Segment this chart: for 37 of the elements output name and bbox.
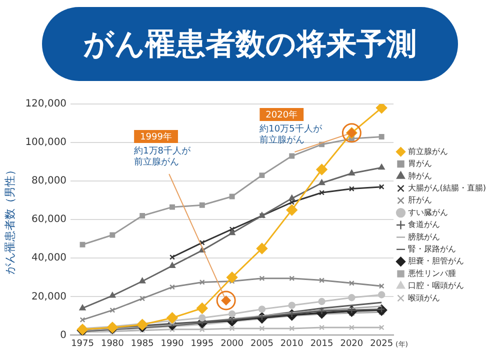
x-tick-label: 2025 — [370, 338, 394, 349]
x-tick-label: 2000 — [220, 338, 244, 349]
x-tick-label: 2010 — [280, 338, 304, 349]
x-tick-label: 1990 — [160, 338, 184, 349]
y-tick-label: 40,000 — [32, 252, 67, 264]
legend-label: 食道がん — [408, 220, 440, 230]
legend-label: 口腔・咽頭がん — [408, 281, 464, 290]
x-tick-label: 1980 — [100, 338, 124, 349]
x-tick-label: 2015 — [310, 338, 334, 349]
y-tick-label: 120,000 — [25, 98, 67, 110]
annotation: 約1万8千人が前立腺がん — [134, 145, 192, 168]
x-tick-label: 1985 — [130, 338, 154, 349]
x-tick-label: 1995 — [190, 338, 214, 349]
y-tick-label: 100,000 — [25, 137, 67, 148]
legend-label: 胃がん — [408, 159, 432, 168]
legend-label: 肺がん — [408, 171, 432, 180]
legend-label: 胆嚢・胆管がん — [408, 256, 464, 266]
y-tick-label: 60,000 — [32, 214, 67, 226]
legend-label: 膀胱がん — [408, 232, 440, 242]
annotation: 2020年 — [266, 109, 298, 120]
legend-label: すい臓がん — [408, 208, 448, 217]
annotation: 1999年 — [140, 131, 172, 142]
annotation: 約10万5千人が前立腺がん — [260, 123, 323, 146]
legend-label: 腎・尿路がん — [408, 244, 456, 254]
y-tick-label: 80,000 — [32, 176, 67, 187]
x-tick-label: 2005 — [250, 338, 274, 349]
legend-label: 肝がん — [408, 196, 432, 205]
y-axis-title: がん罹患者数（男性） — [3, 164, 16, 275]
y-tick-label: 20,000 — [32, 291, 67, 302]
legend-label: 前立腺がん — [408, 146, 448, 156]
legend-label: 大腸がん(結腸・直腸) — [408, 183, 486, 192]
x-tick-label: 2020 — [340, 338, 364, 349]
y-tick-label: 0 — [60, 330, 67, 341]
legend-label: 悪性リンパ腫 — [406, 268, 456, 278]
legend-label: 喉頭がん — [408, 293, 440, 302]
x-tick-label: 1975 — [71, 338, 94, 349]
chart-title: がん罹患者数の将来予測 — [42, 7, 458, 81]
